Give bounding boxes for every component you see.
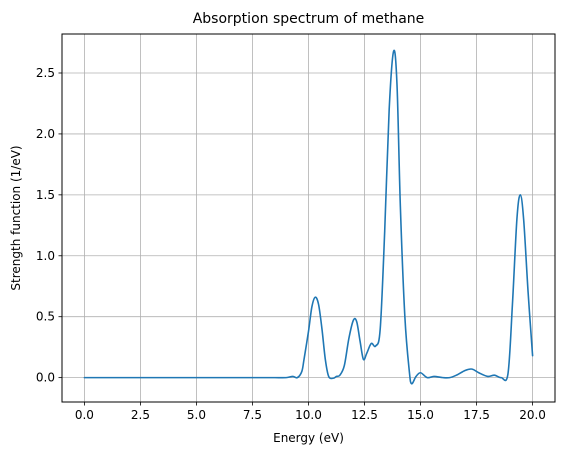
y-axis: 0.0 0.5 1.0 1.5 2.0 2.5 (36, 66, 62, 385)
x-tick-label: 10.0 (295, 408, 322, 422)
y-tick-label: 2.0 (36, 127, 55, 141)
x-tick-label: 5.0 (187, 408, 206, 422)
y-tick-label: 1.5 (36, 188, 55, 202)
chart-title: Absorption spectrum of methane (193, 11, 425, 27)
y-tick-label: 0.0 (36, 371, 55, 385)
x-tick-label: 15.0 (407, 408, 434, 422)
x-tick-label: 20.0 (519, 408, 546, 422)
y-tick-label: 1.0 (36, 249, 55, 263)
x-tick-label: 7.5 (243, 408, 262, 422)
x-tick-label: 17.5 (463, 408, 490, 422)
x-axis: 0.0 2.5 5.0 7.5 10.0 12.5 15.0 17.5 20.0 (75, 402, 546, 422)
y-axis-label: Strength function (1/eV) (9, 145, 23, 290)
series-line-0 (83, 49, 534, 385)
grid (62, 34, 555, 402)
x-tick-label: 2.5 (131, 408, 150, 422)
x-tick-label: 0.0 (75, 408, 94, 422)
y-tick-label: 0.5 (36, 310, 55, 324)
x-tick-label: 12.5 (351, 408, 378, 422)
x-axis-label: Energy (eV) (273, 431, 344, 445)
plot-area (83, 49, 534, 385)
y-tick-label: 2.5 (36, 66, 55, 80)
